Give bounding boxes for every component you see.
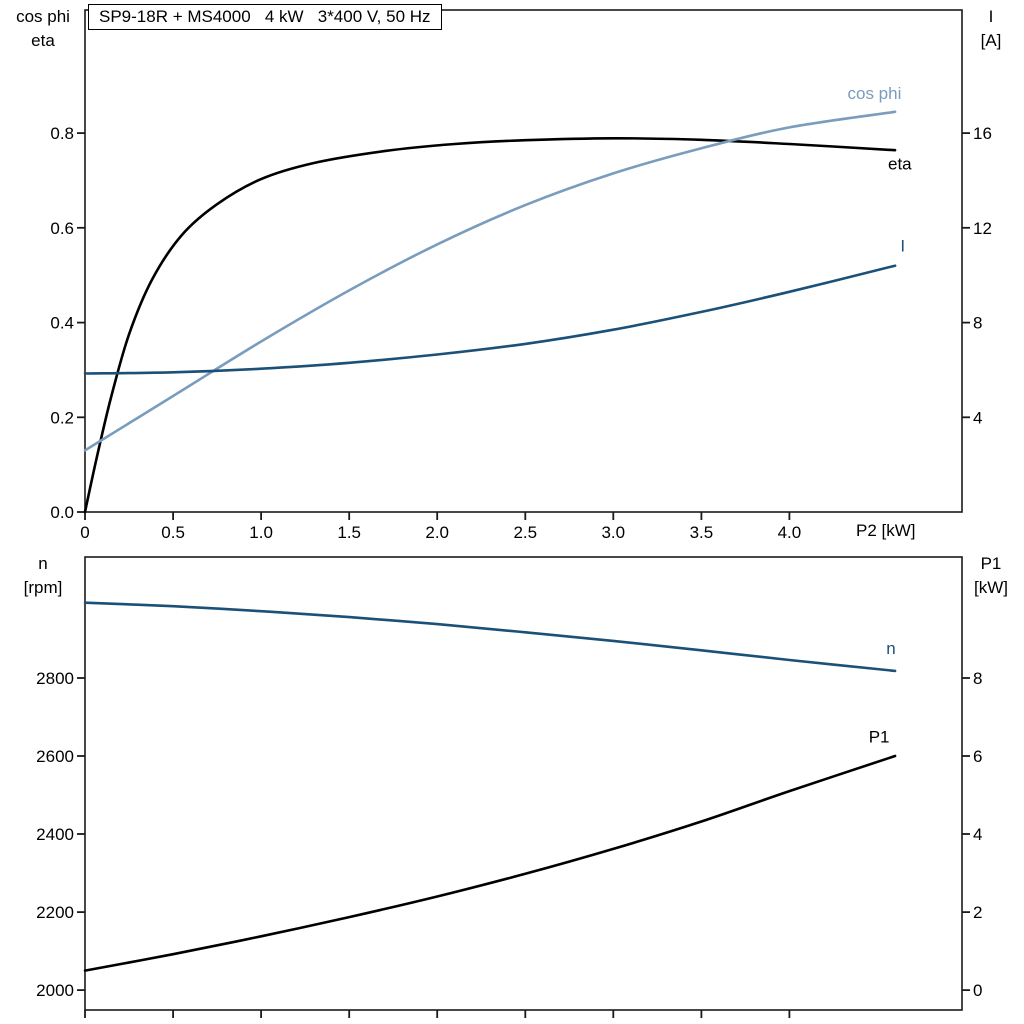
right-tick-label: 8 [973,669,982,688]
left-tick-label: 2400 [36,825,74,844]
x-tick-label: 1.0 [249,523,273,542]
bottom-chart: 2000 2200 2400 2600 2800 0 2 4 6 8 n P1 [36,556,982,1018]
x-tick-label: 3.0 [601,523,625,542]
bottom-left-axis-label-line1: n [38,554,48,573]
left-tick-label: 0.2 [50,408,74,427]
curve-label-n: n [886,639,895,658]
left-tick-label: 0.0 [50,503,74,522]
plot-frame [84,556,963,1011]
chart-title: SP9-18R + MS4000 4 kW 3*400 V, 50 Hz [88,4,442,30]
top-right-axis-label-line2: [A] [980,31,1002,50]
top-left-axis-label-line2: eta [31,31,55,50]
curve-eta [83,136,897,514]
left-tick-label: 2600 [36,747,74,766]
right-tick-label: 8 [973,314,982,333]
bottom-left-axis-label: n [rpm] [4,552,82,600]
x-tick-label: 4.0 [778,523,802,542]
x-tick-label: 1.5 [337,523,361,542]
x-tick-label: 3.5 [690,523,714,542]
curve-I [83,264,897,375]
bottom-right-axis-label: P1 [kW] [962,552,1020,600]
top-right-axis-label-line1: I [988,7,994,26]
plot-frame [84,9,963,513]
right-tick-label: 2 [973,903,982,922]
curve-label-eta: eta [888,155,912,174]
curve-label-I: I [900,237,905,256]
left-tick-label: 0.6 [50,219,74,238]
bottom-right-axis-label-line2: [kW] [974,578,1008,597]
curve-n [83,601,897,673]
x-tick-label: 0 [80,523,89,542]
bottom-right-axis-label-line1: P1 [980,554,1002,573]
curve-P1 [83,754,897,972]
right-tick-label: 0 [973,981,982,1000]
top-chart: 0 0.5 1.0 1.5 2.0 2.5 3.0 3.5 4.0 0.0 0.2 0.4 0.6 0.8… [50,9,992,542]
x-tick-label: 0.5 [161,523,185,542]
curve-cos-phi [83,110,897,452]
bottom-left-axis-label-line2: [rpm] [23,578,63,597]
right-tick-label: 4 [973,825,982,844]
left-tick-label: 0.8 [50,124,74,143]
left-tick-label: 2000 [36,981,74,1000]
curve-label-P1: P1 [869,727,890,746]
x-tick-label: 2.0 [425,523,449,542]
curve-label-cos-phi: cos phi [848,84,902,103]
x-axis-label: P2 [kW] [856,521,916,540]
x-tick-label: 2.5 [513,523,537,542]
top-right-axis-label: I [A] [962,5,1020,53]
left-tick-label: 2800 [36,669,74,688]
top-left-axis-label-line1: cos phi [16,7,70,26]
top-left-axis-label: cos phi eta [4,5,82,53]
left-tick-label: 2200 [36,903,74,922]
right-tick-label: 6 [973,747,982,766]
right-tick-label: 12 [973,219,992,238]
right-tick-label: 16 [973,124,992,143]
right-tick-label: 4 [973,408,982,427]
left-tick-label: 0.4 [50,314,74,333]
